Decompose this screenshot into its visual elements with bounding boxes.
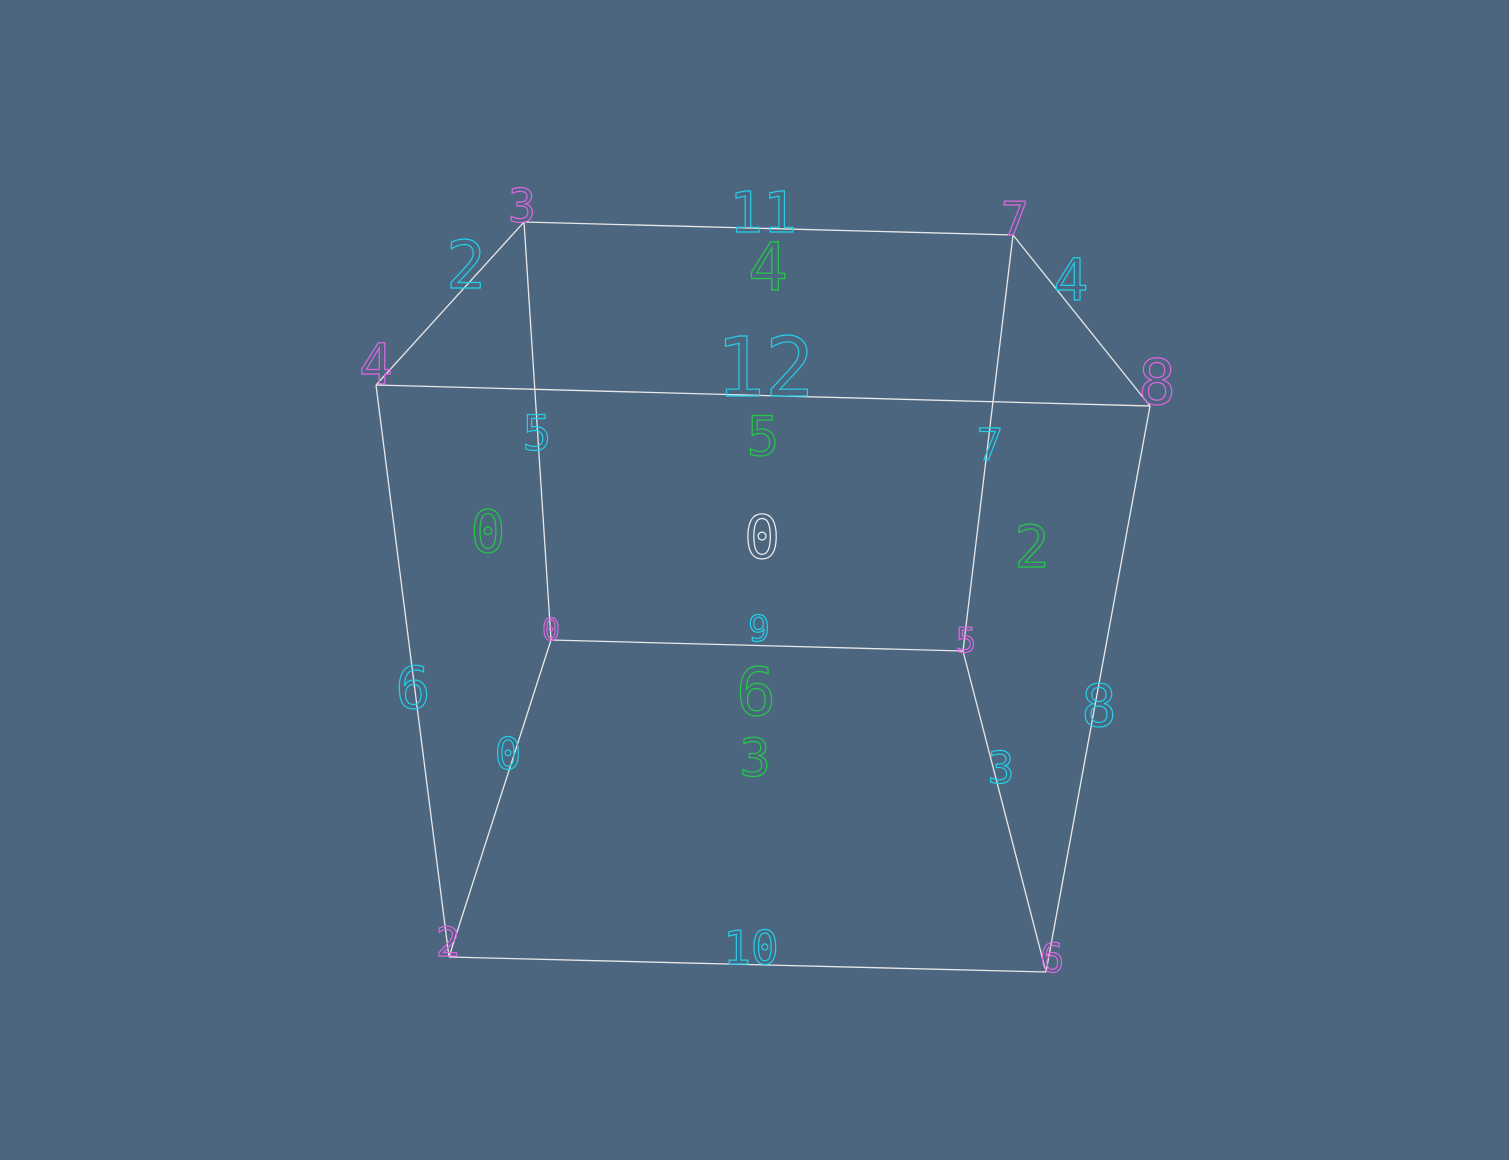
face-label-0: 0 xyxy=(471,498,506,566)
edge-4-2[interactable] xyxy=(375,384,450,958)
edge-4-8[interactable] xyxy=(375,384,1151,407)
edge-label-11: 11 xyxy=(729,181,796,246)
edge-label-10: 10 xyxy=(723,921,778,975)
edge-label-6: 6 xyxy=(396,654,431,722)
edge-2-6[interactable] xyxy=(448,956,1047,973)
node-label-8: 8 xyxy=(1138,346,1175,419)
edges-layer xyxy=(375,221,1151,973)
edge-3-7[interactable] xyxy=(523,221,1014,236)
edge-label-12: 12 xyxy=(716,321,815,416)
node-label-5: 5 xyxy=(956,621,976,661)
edge-0-5[interactable] xyxy=(550,639,964,652)
edge-label-9: 9 xyxy=(748,609,770,650)
edge-4-3[interactable] xyxy=(375,221,525,386)
face-label-5: 5 xyxy=(747,405,780,468)
edge-3-0[interactable] xyxy=(523,221,552,641)
edge-label-2: 2 xyxy=(446,227,486,304)
face-label-3: 3 xyxy=(739,729,770,789)
edge-7-8[interactable] xyxy=(1012,234,1151,407)
edge-label-4: 4 xyxy=(1054,246,1089,314)
edge-7-5[interactable] xyxy=(962,234,1014,652)
face-label-2: 2 xyxy=(1015,513,1050,581)
face-label-4: 4 xyxy=(748,229,788,306)
edge-label-7: 7 xyxy=(977,420,1004,471)
edge-label-8: 8 xyxy=(1082,672,1117,740)
edge-5-6[interactable] xyxy=(962,650,1047,973)
node-label-6: 6 xyxy=(1040,936,1064,982)
node-label-4: 4 xyxy=(359,333,393,398)
node-label-0: 0 xyxy=(542,613,560,648)
cell-label-0: 0 xyxy=(744,503,780,573)
node-label-3: 3 xyxy=(508,179,536,233)
node-label-2: 2 xyxy=(436,920,460,966)
face-label-6: 6 xyxy=(736,654,776,731)
edge-label-3: 3 xyxy=(988,743,1015,794)
edge-0-2[interactable] xyxy=(448,639,552,958)
node-label-7: 7 xyxy=(1001,192,1029,246)
edge-label-5: 5 xyxy=(523,406,552,462)
edge-label-0: 0 xyxy=(495,729,522,780)
edge-8-6[interactable] xyxy=(1045,405,1151,973)
